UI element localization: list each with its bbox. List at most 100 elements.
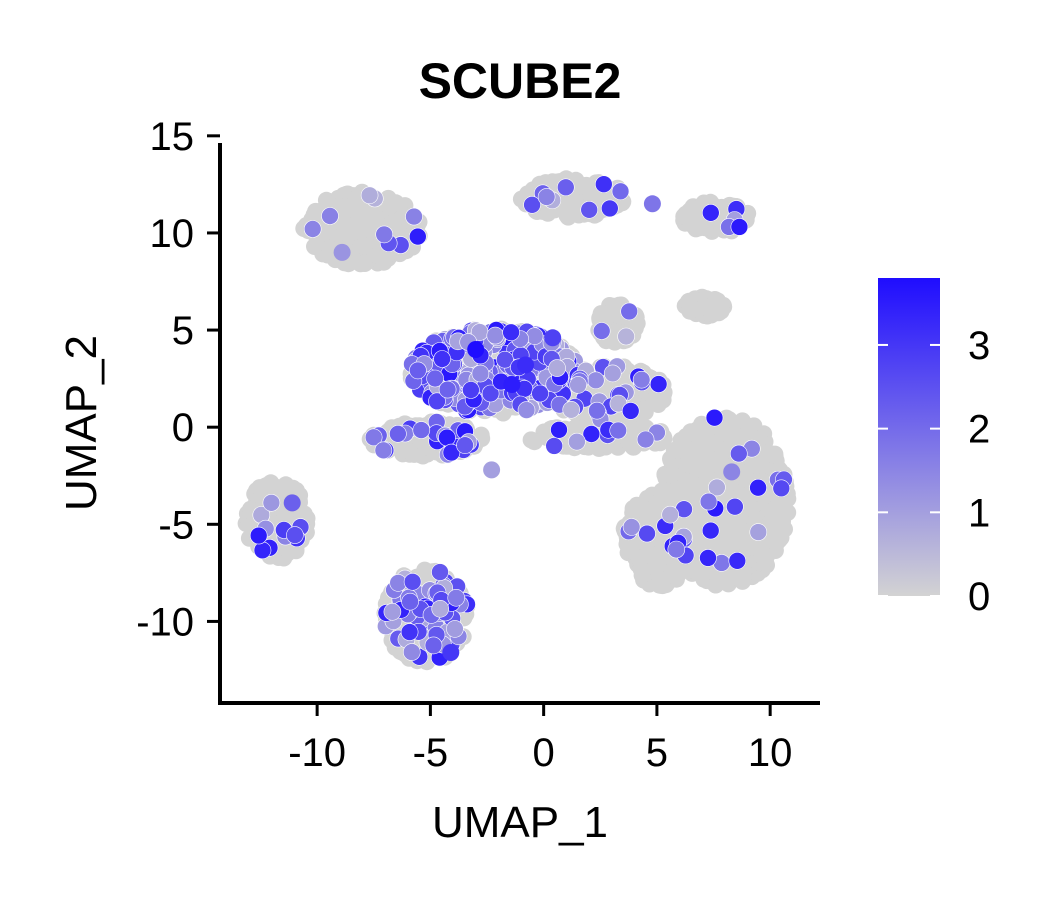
- cell-point-expressing: [405, 207, 423, 226]
- cell-point: [352, 255, 369, 273]
- cell-point-expressing: [408, 227, 427, 246]
- cell-point-expressing: [562, 400, 581, 419]
- cell-point: [251, 479, 269, 497]
- cell-point-expressing: [374, 441, 393, 460]
- cell-point-expressing: [502, 323, 520, 342]
- x-axis-label: UMAP_1: [432, 798, 608, 847]
- cell-point: [661, 466, 679, 484]
- cell-point-expressing: [749, 478, 767, 497]
- cell-point-expressing: [403, 572, 422, 591]
- cell-point-expressing: [594, 175, 613, 193]
- cell-point: [400, 442, 418, 460]
- cell-point-expressing: [592, 322, 611, 340]
- cell-point-expressing: [424, 636, 443, 655]
- cell-point-expressing: [580, 201, 599, 219]
- x-ticks: -10 -5 0 5 10: [288, 703, 792, 775]
- cell-point-expressing: [611, 182, 630, 201]
- y-axis-label: UMAP_2: [57, 335, 106, 511]
- cell-point-expressing: [667, 540, 686, 559]
- cell-point-expressing: [772, 479, 791, 498]
- cell-point-expressing: [620, 302, 639, 321]
- cell-point-expressing: [409, 361, 427, 380]
- cell-point-expressing: [749, 523, 768, 541]
- cell-point-expressing: [303, 220, 322, 238]
- cell-point: [679, 468, 697, 486]
- cell-point-expressing: [433, 350, 451, 368]
- y-tick-label: 10: [150, 212, 195, 256]
- cell-point-highlight: [503, 376, 521, 393]
- cell-point-expressing: [496, 350, 514, 369]
- cell-point-highlight: [442, 644, 460, 661]
- cell-point-highlight: [517, 356, 534, 374]
- cell-point: [375, 253, 393, 271]
- cell-point: [697, 452, 715, 470]
- cell-point: [716, 527, 734, 545]
- cell-point-expressing: [426, 369, 444, 388]
- cell-point: [696, 298, 714, 316]
- cell-point-expressing: [428, 392, 446, 411]
- colorbar-tick-label: 2: [968, 408, 990, 452]
- cell-point: [336, 198, 354, 216]
- cell-point: [756, 551, 773, 569]
- cell-point-expressing: [402, 643, 421, 661]
- cell-point-expressing: [586, 371, 605, 390]
- cell-point-expressing: [525, 327, 544, 346]
- y-tick-label: -10: [136, 600, 194, 644]
- cell-point-expressing: [603, 364, 622, 383]
- cell-point-expressing: [609, 421, 628, 440]
- cell-point-expressing: [364, 428, 383, 447]
- cell-point-expressing: [568, 432, 586, 451]
- cell-point-expressing: [531, 384, 549, 403]
- cell-point-expressing: [556, 178, 575, 197]
- colorbar-ticks: 0 1 2 3: [878, 324, 990, 619]
- x-tick-label: 5: [646, 731, 668, 775]
- colorbar-tick-label: 0: [968, 575, 990, 619]
- cell-point-expressing: [730, 218, 749, 236]
- cell-point-expressing: [438, 380, 457, 399]
- cell-point-expressing: [699, 492, 718, 511]
- cell-point: [743, 500, 761, 518]
- y-tick-label: 5: [172, 309, 194, 353]
- cell-point-expressing: [550, 420, 568, 439]
- cell-point-expressing: [321, 207, 339, 225]
- cell-point: [355, 237, 373, 255]
- x-tick-label: -10: [288, 731, 346, 775]
- cell-point-highlight: [283, 494, 301, 512]
- cell-point-expressing: [400, 623, 419, 641]
- cell-point-expressing: [701, 204, 720, 222]
- cell-point-expressing: [636, 430, 655, 449]
- cell-point-expressing: [431, 599, 450, 618]
- cell-point: [632, 560, 650, 578]
- cell-point-highlight: [544, 329, 562, 347]
- cell-point: [710, 304, 728, 322]
- y-tick-label: 15: [150, 115, 195, 159]
- cell-point-expressing: [438, 428, 456, 447]
- cell-point-expressing: [486, 326, 505, 345]
- cell-point-expressing: [729, 444, 748, 463]
- cell-point-expressing: [537, 188, 556, 206]
- cell-point-expressing: [632, 370, 651, 389]
- cell-point: [675, 207, 693, 225]
- y-ticks: -10 -5 0 5 10 15: [136, 115, 220, 644]
- cell-point: [651, 576, 669, 594]
- cell-point-expressing: [638, 524, 656, 543]
- cell-point-highlight: [483, 461, 501, 479]
- cell-point-expressing: [600, 199, 619, 218]
- cell-point: [680, 294, 698, 312]
- cell-point-expressing: [588, 401, 606, 420]
- cell-point-expressing: [548, 359, 566, 377]
- cell-point-expressing: [249, 526, 268, 545]
- cell-point-expressing: [726, 497, 744, 516]
- cell-point-expressing: [621, 402, 640, 420]
- cell-point: [640, 542, 658, 560]
- cell-point: [648, 495, 665, 513]
- colorbar-tick-label: 1: [968, 491, 990, 535]
- cell-point-expressing: [360, 186, 379, 205]
- cell-point-expressing: [442, 443, 461, 462]
- y-tick-label: 0: [172, 406, 194, 450]
- cell-point-expressing: [389, 424, 407, 443]
- x-tick-label: 0: [533, 731, 555, 775]
- cell-point-highlight: [467, 341, 485, 358]
- cell-point: [360, 211, 378, 229]
